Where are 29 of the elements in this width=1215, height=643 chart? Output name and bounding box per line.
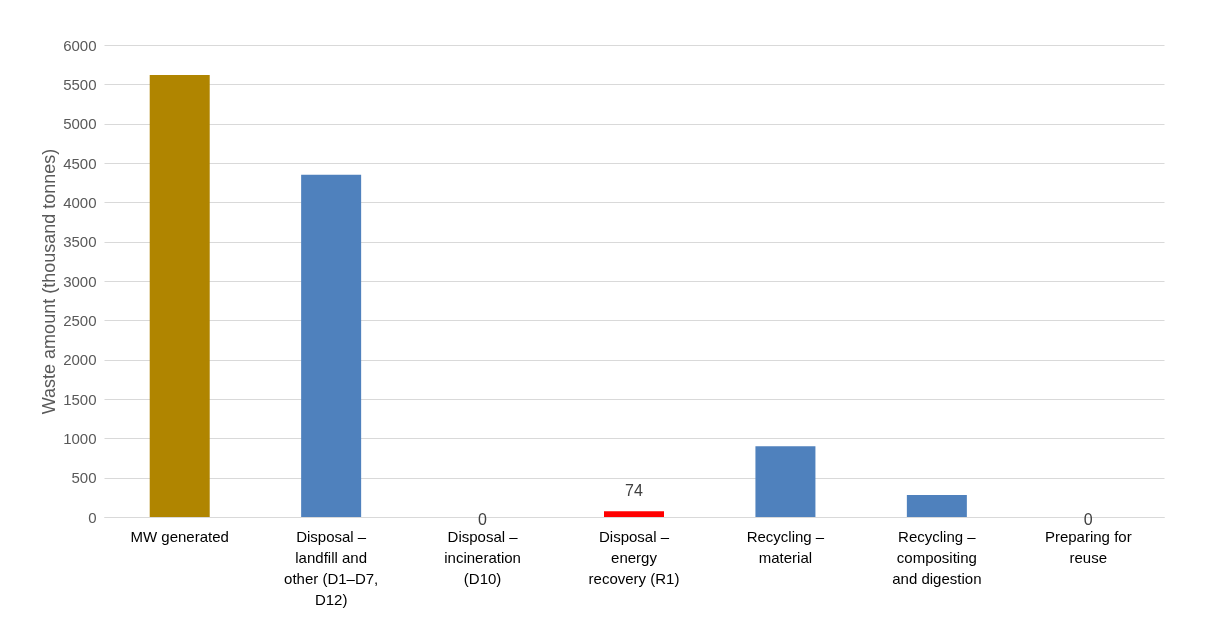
y-tick-label: 2500: [63, 311, 97, 329]
data-label: 0: [478, 511, 488, 528]
bar: [755, 446, 816, 517]
y-tick-label: 5500: [63, 75, 97, 93]
x-tick-label: Disposal – energy recovery (R1): [588, 527, 680, 587]
x-tick-label: Recycling – compositing and digestion: [892, 527, 982, 587]
bar: [149, 74, 210, 517]
data-label: 0: [1083, 511, 1093, 528]
y-axis-title: Waste amount (thousand tonnes): [39, 148, 60, 415]
x-tick-label: Disposal – landfill and other (D1–D7, D12): [284, 527, 379, 608]
x-tick-label: Preparing for reuse: [1044, 527, 1132, 566]
data-label: 74: [625, 482, 643, 500]
bar: [604, 511, 664, 517]
y-tick-label: 0: [88, 508, 97, 526]
y-tick-label: 1500: [63, 390, 97, 408]
y-tick-label: 3000: [63, 272, 97, 290]
y-tick-label: 2000: [63, 351, 97, 369]
y-tick-label: 1000: [63, 429, 97, 447]
y-tick-label: 4000: [63, 193, 97, 211]
y-tick-label: 500: [71, 469, 97, 487]
x-tick-label: Disposal – incineration (D10): [444, 527, 521, 587]
bar: [301, 174, 362, 517]
bar: [906, 494, 967, 517]
x-tick-label: Recycling – material: [746, 527, 825, 566]
y-tick-label: 5000: [63, 115, 97, 133]
y-tick-label: 6000: [63, 36, 97, 54]
x-tick-label: MW generated: [130, 527, 229, 545]
y-tick-label: 3500: [63, 233, 97, 251]
y-tick-label: 4500: [63, 154, 97, 172]
